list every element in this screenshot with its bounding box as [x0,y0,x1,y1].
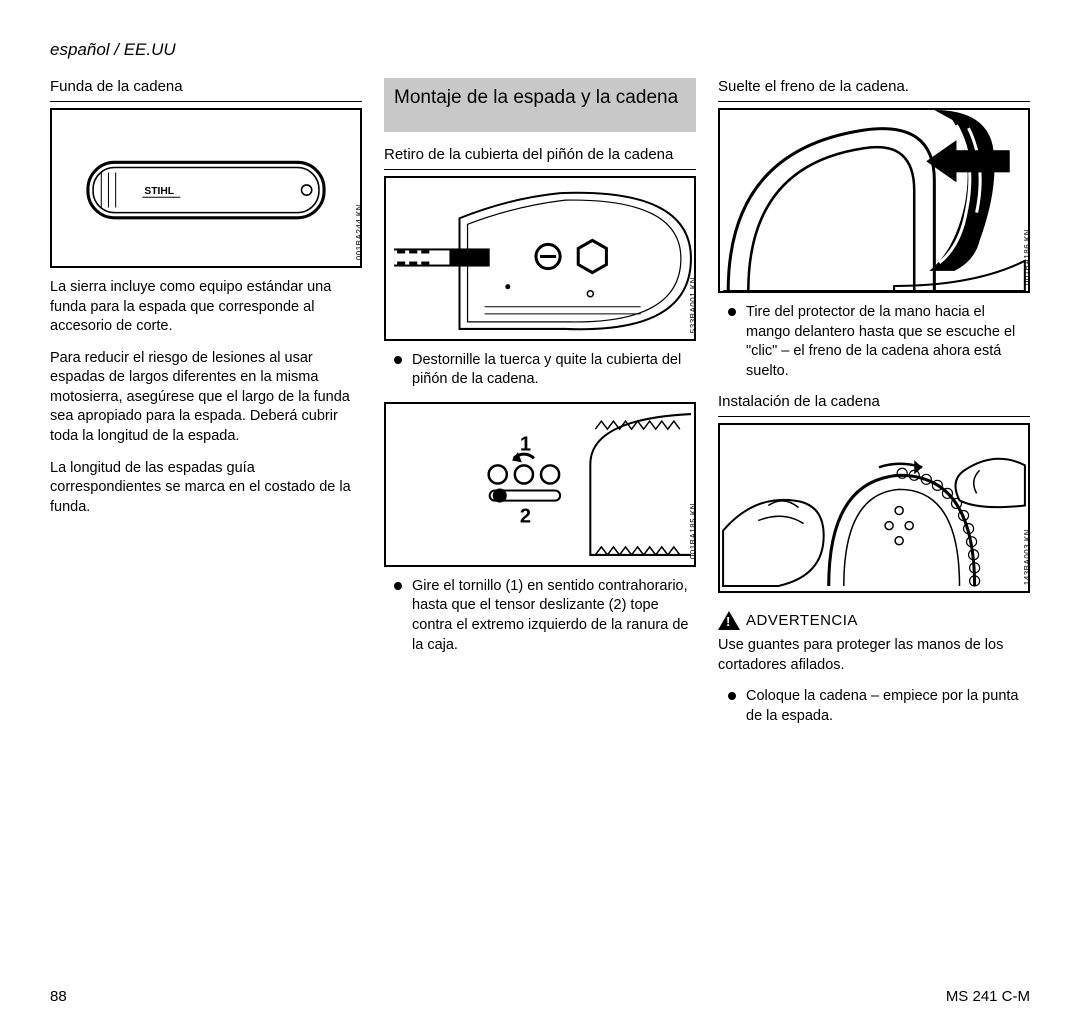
col1-p3: La longitud de las espadas guía correspo… [50,459,362,518]
model-number: MS 241 C-M [946,988,1030,1005]
figure-scabbard: STIHL 001BA244 KN [50,108,362,268]
bullet-icon [394,582,402,590]
figure-sprocket-cover: 533BA001 KN [384,176,696,341]
section-title: Montaje de la espada y la cadena [384,78,696,132]
col3-bullet1: Tire del protector de la mano hacia el m… [718,303,1030,381]
col3-p1: Use guantes para proteger las manos de l… [718,636,1030,675]
col1-heading: Funda de la cadena [50,78,362,102]
figure-brake-release: 001BA186 KN [718,108,1030,293]
bullet-text: Coloque la cadena – empiece por la punta… [746,687,1030,726]
col3-bullet2: Coloque la cadena – empiece por la punta… [718,687,1030,726]
figure-code: 001BA186 KN [1023,229,1032,285]
col2-heading1: Retiro de la cubierta del piñón de la ca… [384,146,696,170]
columns-container: Funda de la cadena STIHL 001BA244 KN La … [50,78,1030,739]
col1-p1: La sierra incluye como equipo estándar u… [50,278,362,337]
svg-text:1: 1 [520,433,531,455]
warning-icon [718,611,740,630]
col1-p2: Para reducir el riesgo de lesiones al us… [50,349,362,447]
page-number: 88 [50,988,67,1005]
figure-tension-screw: 1 2 001BA185 KN [384,402,696,567]
warning-label: ADVERTENCIA [746,612,858,629]
bullet-text: Gire el tornillo (1) en sentido contraho… [412,577,696,655]
svg-text:STIHL: STIHL [144,186,174,197]
page-footer: 88 MS 241 C-M [50,988,1030,1005]
column-3: Suelte el freno de la cadena. 001BA186 K… [718,78,1030,739]
figure-code: 001BA185 KN [689,503,698,559]
figure-code: 001BA244 KN [355,204,364,260]
col2-bullet2: Gire el tornillo (1) en sentido contraho… [384,577,696,655]
col2-bullet1: Destornille la tuerca y quite la cubiert… [384,351,696,390]
col3-heading2: Instalación de la cadena [718,393,1030,417]
page-header: español / EE.UU [50,40,1030,60]
figure-chain-install: 143BA003 KN [718,423,1030,593]
column-2: Montaje de la espada y la cadena Retiro … [384,78,696,739]
svg-text:2: 2 [520,506,531,528]
warning-row: ADVERTENCIA [718,611,1030,630]
bullet-text: Destornille la tuerca y quite la cubiert… [412,351,696,390]
column-1: Funda de la cadena STIHL 001BA244 KN La … [50,78,362,739]
figure-code: 533BA001 KN [689,277,698,333]
col3-heading1: Suelte el freno de la cadena. [718,78,1030,102]
figure-code: 143BA003 KN [1023,529,1032,585]
bullet-text: Tire del protector de la mano hacia el m… [746,303,1030,381]
bullet-icon [394,356,402,364]
bullet-icon [728,308,736,316]
bullet-icon [728,692,736,700]
